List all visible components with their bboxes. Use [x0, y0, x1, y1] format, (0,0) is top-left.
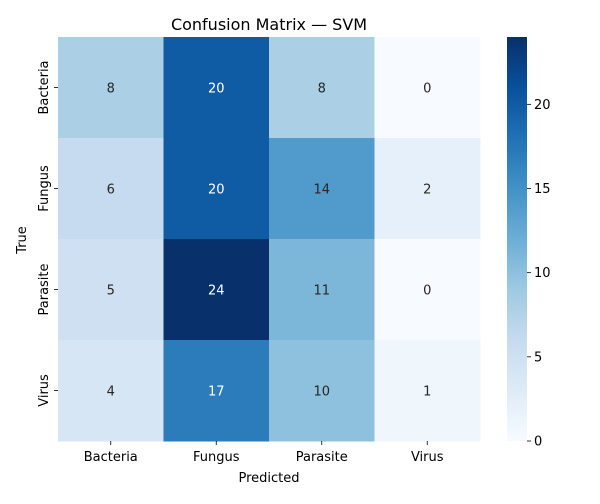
cell-labels: 8 20 8 0 6 20 14 2 5 24 11 0 4 17 10 1 [107, 82, 432, 400]
cell-value-label: 0 [423, 82, 431, 97]
heatmap-cell [269, 340, 375, 442]
cell-value-label: 5 [107, 284, 115, 299]
heatmap-cells [58, 37, 481, 442]
x-tick-label: Fungus [193, 450, 240, 465]
colorbar-tick-label: 20 [534, 98, 551, 113]
cell-value-label: 24 [208, 284, 225, 299]
x-tick-label: Bacteria [84, 450, 138, 465]
heatmap-cell [163, 37, 270, 139]
cell-value-label: 20 [208, 183, 225, 198]
heatmap-cell [163, 340, 270, 442]
colorbar-tick-label: 10 [534, 266, 551, 281]
heatmap-cell [374, 138, 481, 240]
cell-value-label: 11 [313, 284, 330, 299]
heatmap-cell [269, 138, 375, 240]
y-tick-label: Fungus [37, 165, 52, 212]
cell-value-label: 8 [107, 82, 115, 97]
heatmap-cell [269, 239, 375, 341]
cell-value-label: 2 [423, 183, 431, 198]
cell-value-label: 4 [107, 385, 115, 400]
heatmap-cell [163, 239, 270, 341]
cell-value-label: 8 [318, 82, 326, 97]
colorbar-tick-label: 0 [534, 435, 542, 450]
heatmap-cell [58, 239, 164, 341]
cell-value-label: 14 [313, 183, 330, 198]
heatmap-cell [269, 37, 375, 139]
cell-value-label: 17 [208, 385, 225, 400]
x-tick-label: Virus [411, 450, 444, 465]
heatmap-cell [374, 37, 481, 139]
heatmap-cell [163, 138, 270, 240]
cell-value-label: 6 [107, 183, 115, 198]
colorbar-tick-label: 15 [534, 182, 551, 197]
colorbar: 0 5 10 15 20 [507, 37, 551, 450]
heatmap-cell [374, 340, 481, 442]
y-axis-label: True [15, 226, 30, 255]
y-axis: Bacteria Fungus Parasite Virus [37, 60, 58, 407]
cell-value-label: 20 [208, 82, 225, 97]
cell-value-label: 1 [423, 385, 431, 400]
cell-value-label: 0 [423, 284, 431, 299]
x-axis: Bacteria Fungus Parasite Virus [84, 441, 444, 465]
cell-value-label: 10 [313, 385, 330, 400]
heatmap-cell [374, 239, 481, 341]
heatmap-cell [58, 340, 164, 442]
heatmap-cell [58, 138, 164, 240]
y-tick-label: Parasite [37, 263, 52, 315]
chart-title: Confusion Matrix — SVM [171, 15, 367, 34]
colorbar-gradient [507, 37, 527, 441]
x-tick-label: Parasite [296, 450, 348, 465]
y-tick-label: Virus [37, 374, 52, 407]
y-tick-label: Bacteria [37, 60, 52, 114]
heatmap-cell [58, 37, 164, 139]
x-axis-label: Predicted [238, 471, 299, 486]
colorbar-tick-label: 5 [534, 350, 542, 365]
